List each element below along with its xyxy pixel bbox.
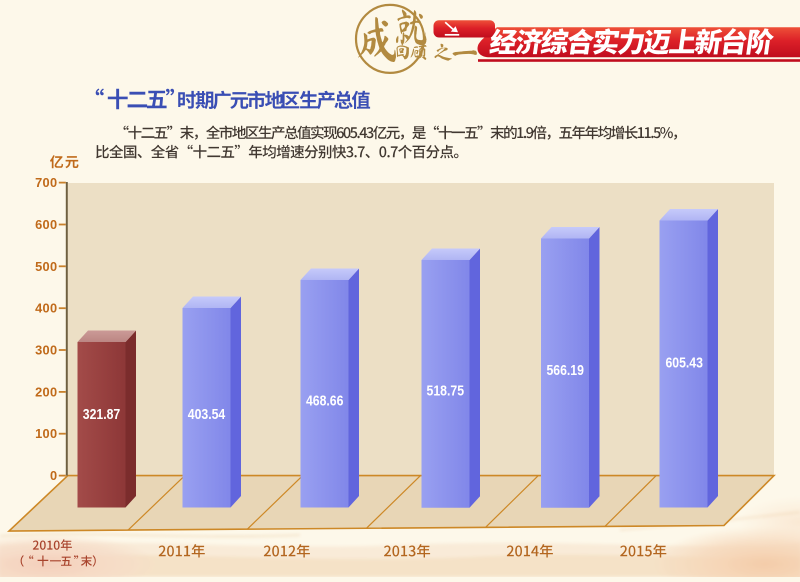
svg-text:321.87: 321.87 (83, 407, 121, 423)
svg-text:518.75: 518.75 (427, 383, 465, 399)
svg-text:600: 600 (35, 217, 57, 232)
svg-text:700: 700 (35, 175, 57, 190)
svg-text:0: 0 (50, 468, 57, 483)
svg-text:605.43: 605.43 (665, 355, 703, 371)
svg-text:100: 100 (35, 426, 57, 441)
svg-text:500: 500 (35, 259, 57, 274)
svg-text:566.19: 566.19 (546, 363, 584, 379)
svg-text:400: 400 (35, 301, 57, 316)
svg-text:403.54: 403.54 (188, 407, 226, 423)
svg-text:200: 200 (35, 384, 57, 399)
svg-text:300: 300 (35, 343, 57, 358)
svg-text:468.66: 468.66 (306, 394, 344, 410)
